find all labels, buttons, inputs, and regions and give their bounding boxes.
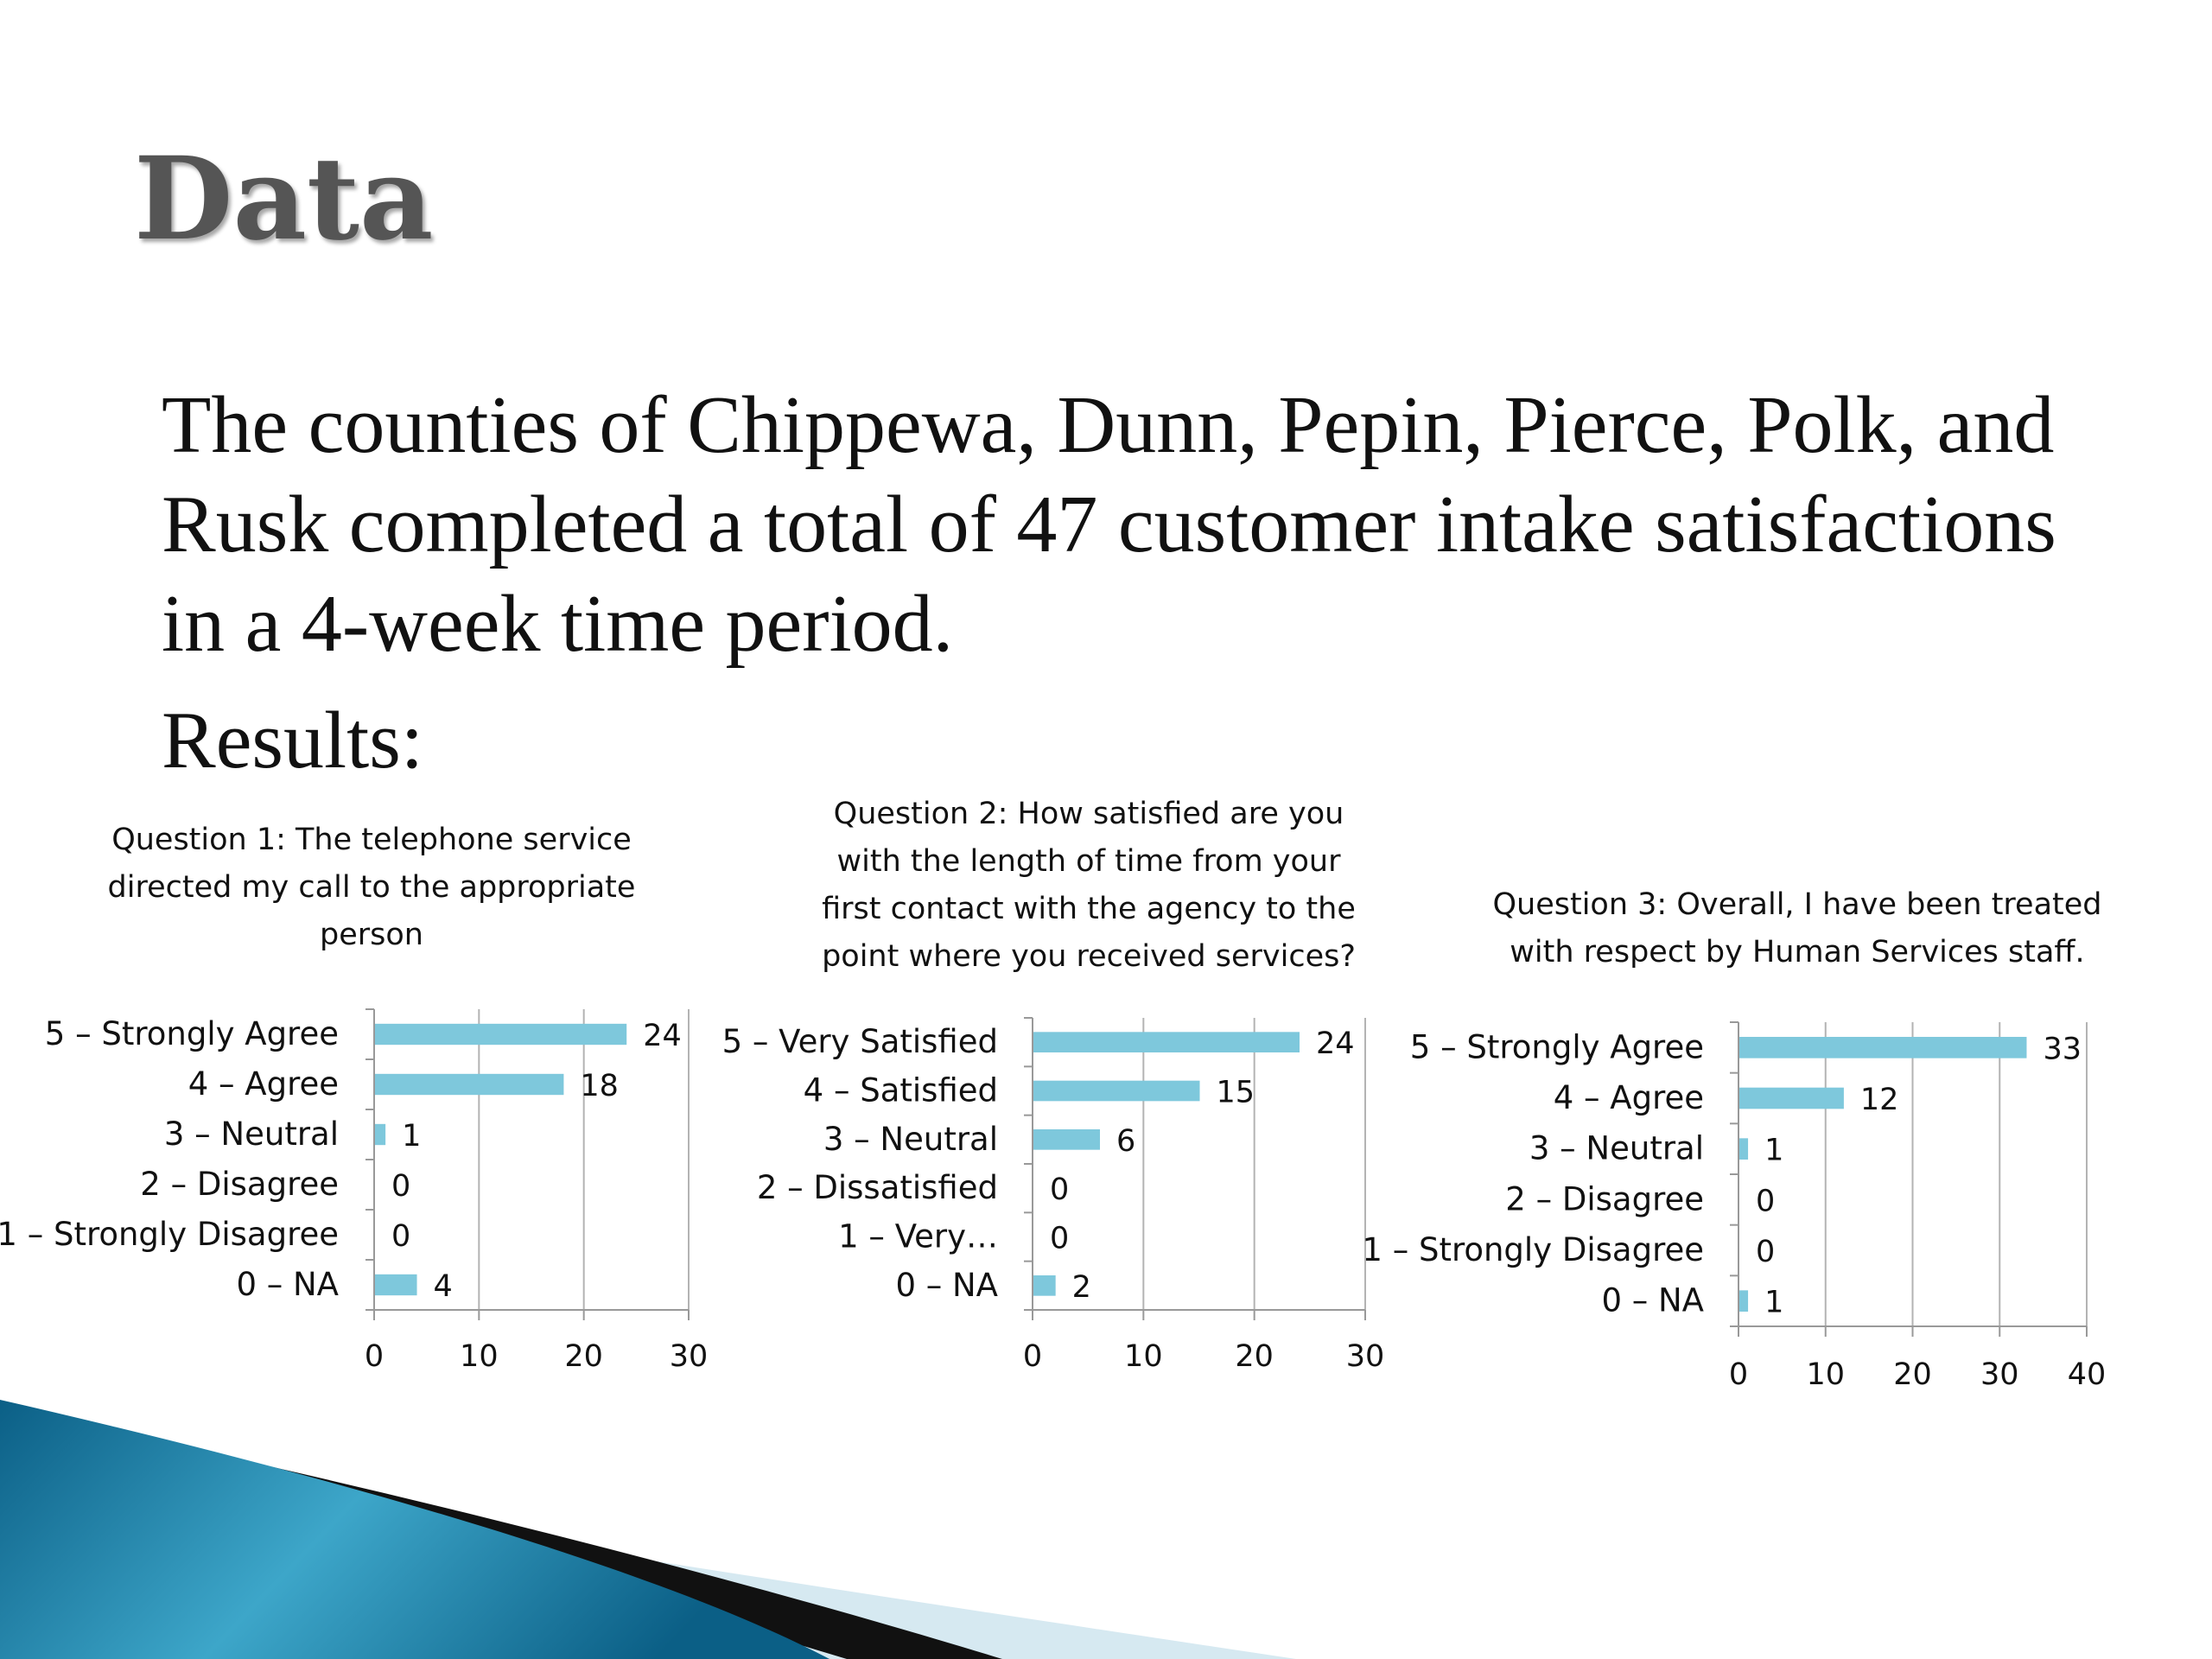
x-tick-label: 20 bbox=[564, 1339, 603, 1374]
category-label: 3 – Neutral bbox=[823, 1121, 998, 1158]
data-label: 12 bbox=[1860, 1083, 1899, 1117]
body-text: The counties of Chippewa, Dunn, Pepin, P… bbox=[162, 380, 2056, 669]
data-label: 0 bbox=[391, 1169, 410, 1204]
bar bbox=[1033, 1129, 1100, 1150]
x-tick-label: 0 bbox=[1023, 1339, 1042, 1374]
bar bbox=[375, 1073, 564, 1096]
data-label: 0 bbox=[391, 1219, 410, 1254]
category-label: 4 – Satisfied bbox=[804, 1072, 998, 1109]
category-label: 0 – NA bbox=[895, 1267, 998, 1304]
data-label: 1 bbox=[402, 1119, 421, 1154]
x-tick-label: 20 bbox=[1893, 1357, 1932, 1392]
category-label: 0 – NA bbox=[1601, 1282, 1704, 1319]
chart-title: Question 1: The telephone service direct… bbox=[107, 823, 636, 952]
bar bbox=[375, 1023, 627, 1046]
category-label: 4 – Agree bbox=[1554, 1079, 1704, 1116]
slide-title: Data bbox=[134, 132, 434, 266]
data-label: 33 bbox=[2043, 1032, 2082, 1066]
bar bbox=[1739, 1037, 2027, 1058]
category-label: 3 – Neutral bbox=[164, 1116, 339, 1153]
category-label: 5 – Very Satisfied bbox=[722, 1023, 998, 1060]
bar bbox=[375, 1274, 417, 1296]
data-label: 15 bbox=[1217, 1076, 1255, 1110]
category-label: 5 – Strongly Agree bbox=[45, 1015, 339, 1052]
data-label: 4 bbox=[434, 1269, 453, 1304]
bar bbox=[375, 1123, 386, 1146]
category-label: 1 – Very… bbox=[838, 1218, 998, 1255]
data-label: 1 bbox=[1764, 1134, 1783, 1168]
bar bbox=[1033, 1032, 1300, 1052]
data-label: 2 bbox=[1072, 1270, 1091, 1305]
data-label: 6 bbox=[1116, 1124, 1135, 1159]
data-label: 18 bbox=[580, 1069, 619, 1103]
x-tick-label: 10 bbox=[1124, 1339, 1163, 1374]
results-label: Results: bbox=[162, 696, 423, 785]
category-label: 1 – Strongly Disagree bbox=[1362, 1231, 1704, 1268]
x-tick-label: 30 bbox=[670, 1339, 709, 1374]
x-tick-label: 10 bbox=[1806, 1357, 1845, 1392]
data-label: 0 bbox=[1756, 1235, 1775, 1269]
data-label: 1 bbox=[1764, 1286, 1783, 1320]
x-tick-label: 40 bbox=[2068, 1357, 2107, 1392]
data-label: 0 bbox=[1050, 1173, 1069, 1207]
category-label: 5 – Strongly Agree bbox=[1410, 1028, 1704, 1065]
bar bbox=[1033, 1275, 1056, 1296]
category-label: 0 – NA bbox=[236, 1266, 339, 1303]
x-tick-label: 0 bbox=[1729, 1357, 1748, 1392]
x-tick-label: 20 bbox=[1235, 1339, 1274, 1374]
chart-title: Question 3: Overall, I have been treated… bbox=[1492, 887, 2102, 969]
bar bbox=[1739, 1087, 1844, 1109]
x-tick-label: 0 bbox=[365, 1339, 384, 1374]
category-label: 2 – Dissatisfied bbox=[757, 1169, 998, 1206]
decor-blue-band bbox=[0, 1400, 830, 1659]
x-tick-label: 30 bbox=[1980, 1357, 2019, 1392]
category-label: 1 – Strongly Disagree bbox=[0, 1216, 339, 1253]
data-label: 0 bbox=[1756, 1184, 1775, 1218]
x-tick-label: 10 bbox=[460, 1339, 499, 1374]
data-label: 0 bbox=[1050, 1222, 1069, 1256]
data-label: 24 bbox=[643, 1019, 682, 1053]
bar bbox=[1033, 1080, 1200, 1102]
data-label: 24 bbox=[1316, 1027, 1355, 1061]
category-label: 2 – Disagree bbox=[140, 1166, 339, 1203]
x-tick-label: 30 bbox=[1346, 1339, 1385, 1374]
category-label: 2 – Disagree bbox=[1505, 1180, 1704, 1217]
bar bbox=[1739, 1290, 1749, 1312]
category-label: 4 – Agree bbox=[188, 1065, 339, 1103]
chart-title: Question 2: How satisfied are you with t… bbox=[822, 797, 1356, 974]
bar bbox=[1739, 1138, 1749, 1160]
category-label: 3 – Neutral bbox=[1529, 1130, 1704, 1167]
